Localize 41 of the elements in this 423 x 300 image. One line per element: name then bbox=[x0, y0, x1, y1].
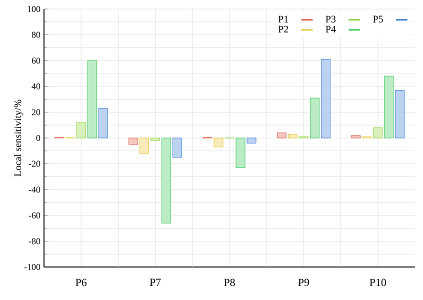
y-tick-label: -20 bbox=[28, 160, 40, 167]
x-tick-label: P8 bbox=[224, 278, 235, 286]
bar bbox=[395, 90, 405, 138]
legend-label: P3 bbox=[326, 16, 336, 22]
bar bbox=[373, 127, 383, 138]
y-tick-label: -100 bbox=[24, 264, 40, 270]
bar bbox=[236, 138, 246, 168]
bar bbox=[150, 138, 160, 141]
y-tick-label: -80 bbox=[28, 238, 40, 244]
y-tick-label: 20 bbox=[32, 109, 40, 116]
bar bbox=[288, 134, 298, 138]
y-tick-label: 80 bbox=[32, 32, 40, 38]
bar bbox=[384, 76, 394, 138]
bar bbox=[276, 132, 286, 138]
legend-label: P4 bbox=[326, 26, 336, 32]
bar bbox=[320, 59, 330, 138]
bar bbox=[310, 98, 320, 138]
bar bbox=[98, 108, 108, 138]
bar bbox=[172, 138, 182, 158]
legend-label: P2 bbox=[278, 26, 288, 32]
bar bbox=[246, 138, 256, 144]
x-tick-label: P6 bbox=[76, 278, 87, 286]
y-tick-label: 60 bbox=[32, 58, 40, 64]
bar bbox=[76, 122, 86, 138]
x-tick-label: P9 bbox=[298, 278, 310, 286]
bar bbox=[128, 138, 138, 145]
bar bbox=[140, 138, 150, 154]
legend-label: P1 bbox=[278, 16, 288, 22]
bar bbox=[214, 138, 224, 148]
legend-label: P5 bbox=[373, 16, 383, 22]
x-tick-label: P10 bbox=[370, 278, 386, 286]
bar bbox=[351, 135, 361, 138]
y-tick-label: 40 bbox=[32, 83, 40, 90]
bar bbox=[162, 138, 172, 224]
x-tick-label: P7 bbox=[150, 278, 161, 286]
y-tick-label: 0 bbox=[36, 134, 40, 142]
y-axis-title: Local sensitivity/% bbox=[14, 100, 24, 176]
y-tick-label: -60 bbox=[28, 212, 40, 218]
bar bbox=[87, 60, 97, 138]
y-tick-label: 100 bbox=[28, 6, 40, 12]
y-tick-label: -40 bbox=[28, 186, 40, 193]
